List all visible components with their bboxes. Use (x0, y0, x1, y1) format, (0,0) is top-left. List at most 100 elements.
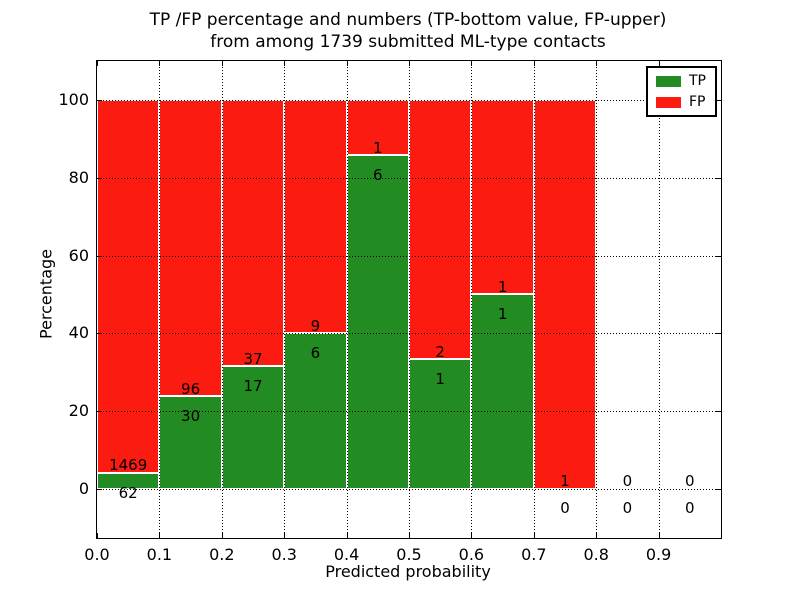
x-axis-label: Predicted probability (325, 562, 491, 581)
legend-label-fp: FP (689, 94, 706, 110)
x-tick-mark (533, 61, 535, 66)
legend-label-tp: TP (689, 73, 706, 89)
x-tick-mark (658, 61, 660, 66)
x-tick-label: 0.9 (645, 545, 672, 564)
y-tick-mark (97, 255, 102, 257)
y-tick-mark (97, 411, 102, 413)
fp-bar (159, 99, 222, 397)
x-tick-mark (596, 61, 598, 66)
tp-count-label: 62 (118, 483, 138, 502)
fp-count-label: 1469 (109, 456, 148, 475)
x-tick-label: 0.1 (146, 545, 173, 564)
y-tick-mark (716, 333, 721, 335)
x-tick-mark (221, 61, 223, 66)
fp-count-label: 9 (310, 316, 321, 335)
y-tick-mark (97, 488, 102, 490)
tp-count-label: 0 (622, 499, 633, 518)
x-tick-mark (471, 61, 473, 66)
x-tick-label: 0.6 (458, 545, 485, 564)
chart-title-line2: from among 1739 submitted ML-type contac… (210, 32, 606, 52)
x-tick-mark (284, 61, 286, 66)
y-tick-mark (716, 99, 721, 101)
fp-count-label: 1 (560, 472, 570, 491)
tp-bar (346, 155, 409, 489)
x-tick-mark (533, 533, 535, 538)
x-tick-label: 0.3 (271, 545, 297, 564)
y-tick-mark (97, 333, 102, 335)
y-tick-mark (716, 411, 721, 413)
fp-count-label: 0 (685, 472, 695, 491)
y-tick-label: 100 (58, 89, 89, 109)
tp-count-label: 6 (310, 343, 321, 362)
y-tick-mark (716, 255, 721, 257)
y-tick-mark (97, 177, 102, 179)
x-tick-mark (159, 533, 161, 538)
x-tick-mark (97, 61, 98, 66)
y-tick-mark (716, 177, 721, 179)
x-tick-label: 0.4 (333, 545, 360, 564)
x-tick-mark (658, 533, 660, 538)
x-tick-mark (471, 533, 473, 538)
tp-bar (221, 366, 285, 489)
x-tick-mark (409, 61, 410, 66)
fp-count-label: 1 (373, 138, 383, 157)
y-tick-label: 80 (68, 167, 89, 187)
plot-area: TP FP 1469 62 96 30 37 17 9 6 1 6 2 1 1 1 1 0 0 0 0 0 0.0 0.1… (58, 60, 722, 563)
x-tick-label: 0.2 (209, 545, 235, 564)
x-tick-mark (409, 533, 410, 538)
gridline-v (221, 61, 223, 538)
fp-bar (221, 99, 285, 367)
fp-bar (533, 99, 597, 489)
legend: TP FP (646, 66, 717, 117)
fp-count-label: 96 (181, 379, 201, 398)
x-tick-mark (596, 533, 598, 538)
y-tick-label: 0 (78, 478, 89, 498)
gridline-v (346, 61, 348, 538)
fp-count-label: 0 (622, 472, 633, 491)
tp-swatch (656, 75, 681, 87)
x-tick-label: 0.8 (583, 545, 609, 564)
tp-count-label: 17 (243, 376, 263, 395)
fp-count-label: 1 (497, 277, 508, 296)
legend-entry-fp: FP (656, 95, 706, 109)
fp-bar (284, 99, 347, 334)
tp-count-label: 30 (181, 406, 201, 425)
gridline-v (284, 61, 286, 538)
y-tick-mark (716, 488, 721, 490)
tp-bar (471, 294, 534, 489)
y-tick-mark (97, 99, 102, 101)
fp-swatch (656, 96, 681, 108)
fp-count-label: 37 (243, 349, 263, 368)
fp-count-label: 2 (435, 342, 445, 361)
tp-count-label: 6 (373, 165, 383, 184)
y-tick-label: 60 (68, 245, 89, 265)
x-tick-label: 0.7 (521, 545, 547, 564)
y-tick-label: 40 (68, 323, 89, 343)
x-tick-mark (97, 533, 98, 538)
tp-count-label: 1 (435, 369, 445, 388)
x-tick-mark (284, 533, 286, 538)
y-tick-label: 20 (68, 401, 89, 421)
gridline-v (159, 61, 161, 538)
x-tick-label: 0.5 (396, 545, 422, 564)
gridline-v (596, 61, 598, 538)
fp-bar (409, 99, 472, 360)
tp-count-label: 0 (560, 499, 570, 518)
x-tick-mark (159, 61, 161, 66)
tp-count-label: 1 (497, 304, 508, 323)
gridline-v (471, 61, 473, 538)
fp-bar (97, 99, 160, 474)
tp-bar (97, 473, 160, 489)
chart-title: TP /FP percentage and numbers (TP-bottom… (96, 9, 720, 53)
gridline-v (533, 61, 535, 538)
x-tick-mark (346, 533, 348, 538)
gridline-v (409, 61, 410, 538)
x-tick-mark (221, 533, 223, 538)
tp-count-label: 0 (685, 499, 695, 518)
chart-title-line1: TP /FP percentage and numbers (TP-bottom… (149, 10, 667, 30)
gridline-v (658, 61, 660, 538)
legend-entry-tp: TP (656, 74, 706, 88)
x-tick-mark (346, 61, 348, 66)
fp-bar (471, 99, 534, 295)
x-tick-label: 0.0 (84, 545, 110, 564)
